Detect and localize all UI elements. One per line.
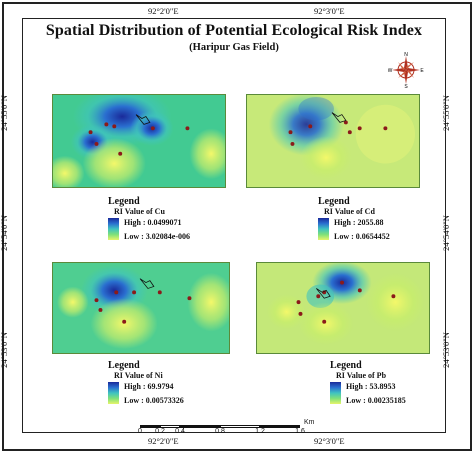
legend-cu: Legend RI Value of Cu High : 0.0499071 L…	[108, 196, 190, 242]
coord-top-right: 92°3'0"E	[314, 6, 345, 16]
legend-subtitle: RI Value of Pb	[336, 371, 387, 380]
coord-bottom-right: 92°3'0"E	[314, 436, 345, 446]
coord-right-top: 24°55'0"N	[440, 95, 451, 131]
map-panel-cd	[246, 94, 420, 188]
coord-right-mid: 24°54'0"N	[440, 215, 451, 251]
map-title: Spatial Distribution of Potential Ecolog…	[45, 22, 423, 39]
legend-cd: Legend RI Value of Cd High : 2055.88 Low…	[318, 196, 390, 242]
scale-unit: Km	[304, 419, 315, 426]
sample-points-cd	[288, 120, 388, 146]
legend-subtitle: RI Value of Cd	[324, 207, 375, 216]
compass-rose-icon: N S W E	[388, 52, 425, 90]
legend-subtitle: RI Value of Ni	[114, 371, 163, 380]
coord-left-top: 24°55'0"N	[0, 95, 9, 131]
coord-left-bottom: 24°53'0"N	[0, 332, 9, 368]
legend-high: High : 2055.88	[334, 218, 384, 227]
legend-high: High : 53.8953	[346, 382, 396, 391]
scale-tick: 0.2	[155, 428, 165, 435]
legend-title: Legend	[108, 196, 140, 207]
map-panel-pb	[256, 262, 430, 354]
coord-left-mid: 24°54'0"N	[0, 215, 9, 251]
sample-points-pb	[296, 280, 396, 324]
map-panel-cu	[52, 94, 226, 188]
coord-bottom-left: 92°2'0"E	[148, 436, 179, 446]
legend-title: Legend	[330, 360, 362, 371]
scale-tick: 0	[138, 428, 142, 435]
scale-tick: 1.2	[255, 428, 265, 435]
legend-color-ramp	[108, 382, 119, 404]
legend-subtitle: RI Value of Cu	[114, 207, 165, 216]
compass-s: S	[404, 84, 408, 88]
compass-n: N	[404, 52, 408, 58]
legend-high: High : 0.0499071	[124, 218, 182, 227]
map-panel-ni	[52, 262, 230, 354]
legend-ni: Legend RI Value of Ni High : 69.9794 Low…	[108, 360, 184, 406]
legend-color-ramp	[318, 218, 329, 240]
coord-right-bottom: 24°53'0"N	[440, 332, 451, 368]
legend-title: Legend	[318, 196, 350, 207]
scale-bar: 0 0.2 0.4 0.8 1.2 1.6 Km	[138, 419, 330, 435]
sample-points-cu	[88, 122, 190, 156]
legend-low: Low : 0.00573326	[124, 396, 184, 405]
coord-top-left: 92°2'0"E	[148, 6, 179, 16]
scale-tick: 1.6	[295, 428, 305, 435]
sample-points-ni	[94, 290, 192, 324]
compass-w: W	[388, 68, 393, 74]
map-subtitle: (Haripur Gas Field)	[189, 42, 279, 53]
legend-high: High : 69.9794	[124, 382, 174, 391]
legend-low: Low : 0.00235185	[346, 396, 406, 405]
scale-tick: 0.8	[215, 428, 225, 435]
map-frame-inner	[22, 18, 446, 433]
legend-low: Low : 0.0654452	[334, 232, 390, 241]
legend-color-ramp	[330, 382, 341, 404]
scale-tick: 0.4	[175, 428, 185, 435]
compass-e: E	[420, 68, 424, 74]
legend-color-ramp	[108, 218, 119, 240]
legend-low: Low : 3.02084e-006	[124, 232, 190, 241]
legend-title: Legend	[108, 360, 140, 371]
legend-pb: Legend RI Value of Pb High : 53.8953 Low…	[330, 360, 406, 406]
